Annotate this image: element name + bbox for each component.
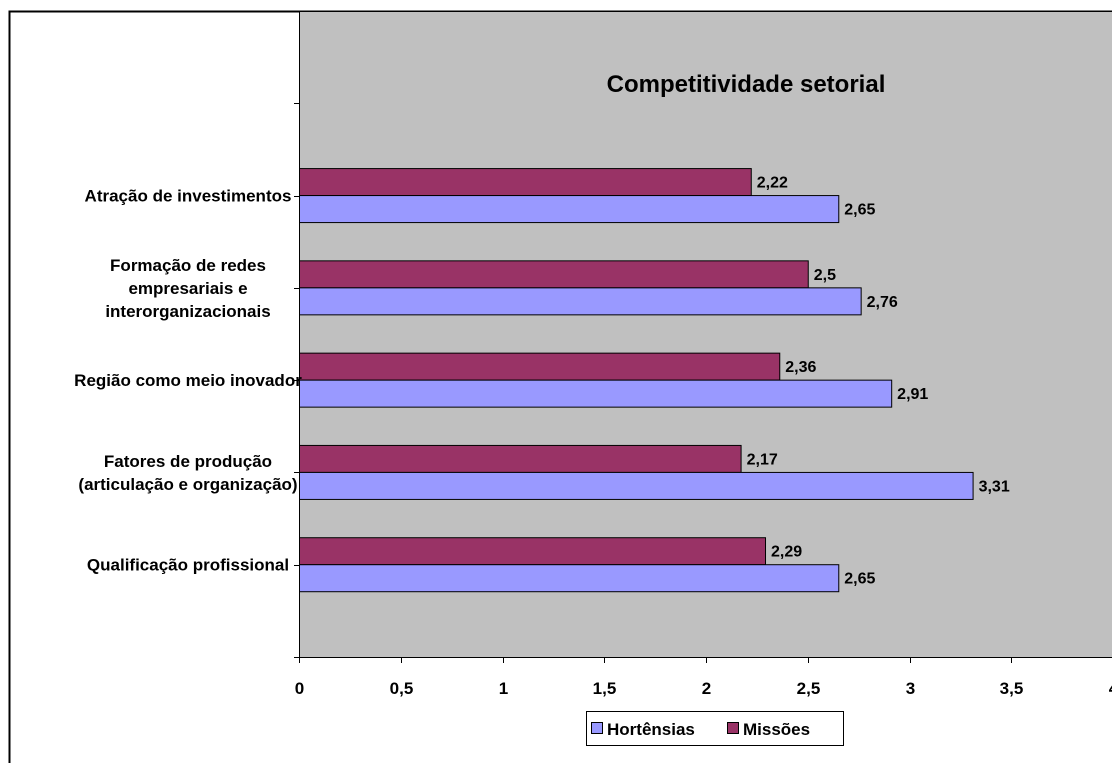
bar: [299, 379, 893, 408]
legend-label: Hortênsias: [607, 720, 695, 739]
legend-swatch: [727, 722, 739, 734]
x-tick-label: 2,5: [797, 679, 821, 698]
bar: [299, 537, 767, 566]
y-axis-ticks: [294, 11, 299, 658]
data-label: 2,76: [867, 294, 898, 311]
data-label: 2,29: [771, 544, 802, 561]
data-label: 2,5: [814, 267, 836, 284]
data-label: 2,17: [747, 451, 778, 468]
x-tick-label: 4: [1109, 679, 1112, 698]
category-labels: Qualificação profissional Fatores de prod…: [74, 187, 302, 575]
category-label: empresariais e: [128, 279, 247, 298]
bar: [299, 444, 742, 473]
x-tick-label: 1: [499, 679, 508, 698]
data-label: 2,65: [844, 202, 875, 219]
legend: Hortênsias Missões: [586, 711, 844, 746]
bars: 2,29 2,65 2,17 3,31 2,36 2,91 2,5 2,76 2,22 2,65: [299, 168, 1010, 593]
legend-label: Missões: [743, 720, 810, 739]
x-tick-label: 1,5: [593, 679, 617, 698]
x-tick-label: 3,5: [1000, 679, 1024, 698]
bar: [299, 168, 752, 197]
bar: [299, 471, 974, 500]
category-label: (articulação e organização): [78, 475, 297, 494]
category-label: Fatores de produção: [104, 452, 272, 471]
legend-box: [586, 711, 844, 746]
x-tick-label: 0: [295, 679, 304, 698]
bar: [299, 287, 862, 316]
bar: [299, 352, 781, 381]
category-label: Qualificação profissional: [87, 556, 289, 575]
x-axis: 0 0,5 1 1,5 2 2,5 3 3,5 4: [295, 657, 1112, 698]
data-label: 2,91: [897, 386, 928, 403]
data-label: 3,31: [979, 478, 1010, 495]
category-label: Formação de redes: [110, 256, 266, 275]
data-label: 2,36: [785, 359, 816, 376]
chart-title: Competitividade setorial: [607, 71, 886, 98]
data-label: 2,65: [844, 571, 875, 588]
legend-swatch: [591, 722, 603, 734]
x-tick-label: 2: [702, 679, 711, 698]
data-label: 2,22: [757, 175, 788, 192]
x-tick-label: 0,5: [390, 679, 414, 698]
category-label: interorganizacionais: [105, 302, 270, 321]
bar: [299, 260, 809, 289]
category-label: Região como meio inovador: [74, 371, 302, 390]
bar: [299, 195, 840, 224]
x-tick-label: 3: [906, 679, 915, 698]
category-label: Atração de investimentos: [85, 187, 292, 206]
bar: [299, 564, 840, 593]
